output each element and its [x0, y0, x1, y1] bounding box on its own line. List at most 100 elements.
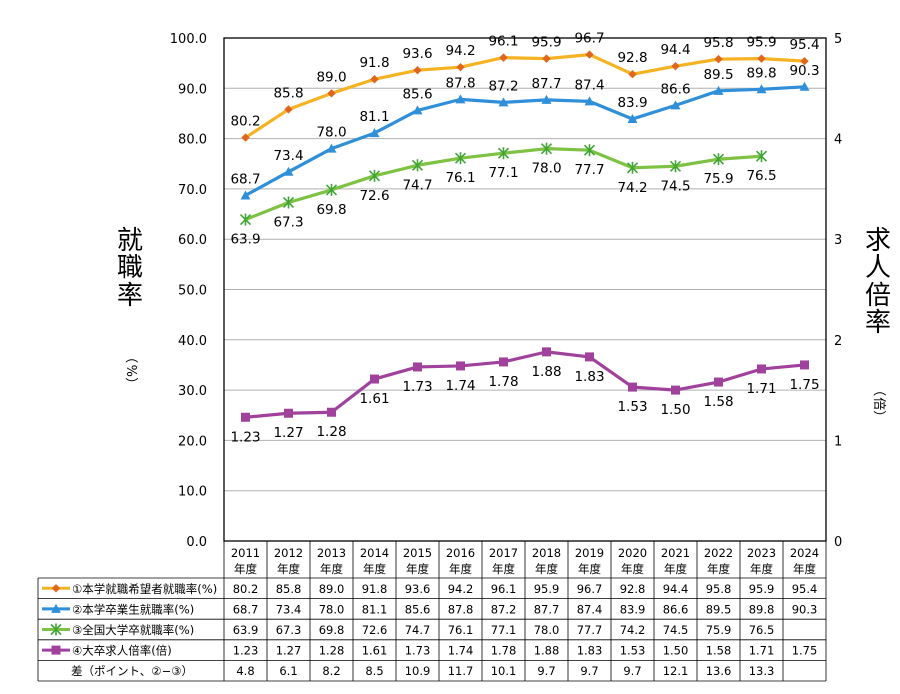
x-tick-suffix: 年度 — [793, 562, 816, 576]
data-point — [756, 84, 767, 94]
table-cell: 9.7 — [537, 664, 555, 678]
data-label: 81.1 — [359, 109, 389, 125]
data-label: 74.2 — [617, 180, 647, 196]
table-cell: 83.9 — [620, 602, 646, 616]
data-point — [239, 213, 252, 226]
series-line — [245, 350, 805, 419]
data-point — [628, 70, 637, 79]
table-cell: 87.8 — [448, 602, 474, 616]
y-left-tick-label: 20.0 — [178, 434, 207, 449]
data-label: 74.5 — [660, 178, 690, 194]
table-cell: 74.5 — [663, 623, 689, 637]
data-point — [799, 81, 810, 91]
data-point — [241, 412, 250, 422]
data-point — [282, 196, 295, 209]
data-label: 1.58 — [703, 394, 733, 410]
x-tick-suffix: 年度 — [578, 562, 601, 576]
table-cell: 78.0 — [319, 602, 345, 616]
y-right-tick-label: 1 — [834, 434, 842, 449]
data-point — [714, 377, 723, 387]
data-label: 1.53 — [617, 399, 647, 415]
data-point — [284, 408, 293, 418]
data-label: 1.28 — [316, 424, 346, 440]
data-point — [240, 190, 251, 200]
data-point — [627, 113, 638, 123]
table-cell: 1.23 — [233, 644, 259, 658]
data-label: 69.8 — [316, 202, 346, 218]
y-left-tick-label: 30.0 — [178, 384, 207, 399]
data-label: 1.88 — [531, 364, 561, 380]
data-point — [626, 161, 639, 174]
table-cell: 93.6 — [405, 582, 431, 596]
data-point — [755, 150, 768, 163]
table-cell: 1.71 — [749, 644, 775, 658]
x-tick-suffix: 年度 — [750, 562, 773, 576]
table-cell: 63.9 — [233, 623, 259, 637]
data-label: 94.2 — [445, 43, 475, 59]
data-point — [714, 54, 723, 64]
table-cell: 75.9 — [706, 623, 732, 637]
data-point — [499, 357, 508, 367]
legend-marker — [51, 645, 61, 655]
axis-label-char: 人 — [864, 253, 891, 284]
table-cell: 95.9 — [749, 582, 775, 596]
x-tick-suffix: 年度 — [277, 562, 300, 576]
data-label: 1.50 — [660, 402, 690, 418]
data-label: 1.27 — [273, 425, 303, 441]
data-label: 63.9 — [230, 232, 260, 248]
x-tick-year: 2013 — [317, 546, 346, 560]
data-label: 80.2 — [230, 114, 260, 130]
table-cell: 1.28 — [319, 644, 345, 658]
data-label: 89.8 — [746, 65, 776, 81]
data-label: 78.0 — [531, 161, 561, 177]
table-cell: 95.9 — [534, 582, 560, 596]
table-cell: 1.75 — [792, 644, 818, 658]
data-point — [628, 382, 637, 392]
x-tick-year: 2012 — [274, 546, 303, 560]
table-cell: 89.5 — [706, 602, 732, 616]
data-label: 1.75 — [789, 377, 819, 393]
table-cell: 77.7 — [577, 623, 603, 637]
data-point — [413, 65, 422, 75]
axis-label-char: ） — [870, 410, 886, 424]
data-point — [541, 94, 552, 104]
y-left-tick-label: 90.0 — [178, 82, 207, 97]
table-cell: 95.4 — [792, 582, 818, 596]
data-point — [454, 152, 467, 165]
data-point — [368, 169, 381, 182]
table-cell: 87.4 — [577, 602, 603, 616]
data-label: 76.1 — [445, 170, 475, 186]
x-tick-year: 2015 — [403, 546, 432, 560]
data-label: 1.73 — [402, 379, 432, 395]
data-label: 1.74 — [445, 378, 475, 394]
table-cell: 11.7 — [448, 664, 474, 678]
table-cell: 91.8 — [362, 582, 388, 596]
data-label: 85.6 — [402, 86, 432, 102]
table-cell: 85.6 — [405, 602, 431, 616]
x-tick-year: 2017 — [489, 546, 518, 560]
table-cell: 94.4 — [663, 582, 689, 596]
table-cell: 92.8 — [620, 582, 646, 596]
table-cell: 96.7 — [577, 582, 603, 596]
data-label: 76.5 — [746, 168, 776, 184]
y-right-tick-label: 3 — [834, 233, 842, 248]
x-tick-suffix: 年度 — [234, 562, 257, 576]
data-label: 83.9 — [617, 95, 647, 111]
data-label: 94.4 — [660, 42, 690, 58]
data-point — [241, 133, 250, 142]
table-cell: 1.74 — [448, 644, 474, 658]
table-cell: 8.5 — [365, 664, 383, 678]
data-label: 1.83 — [574, 369, 604, 385]
data-label: 77.1 — [488, 165, 518, 181]
data-label: 87.7 — [531, 76, 561, 92]
x-tick-year: 2016 — [446, 546, 475, 560]
table-cell: 1.53 — [620, 644, 646, 658]
table-row-label: 差（ポイント、②−③） — [71, 664, 193, 678]
x-tick-suffix: 年度 — [707, 562, 730, 576]
table-cell: 76.1 — [448, 623, 474, 637]
x-tick-year: 2014 — [360, 546, 389, 560]
data-label: 95.8 — [703, 35, 733, 51]
y-right-axis-label: 求人倍率 — [858, 227, 898, 337]
x-tick-year: 2019 — [575, 546, 604, 560]
